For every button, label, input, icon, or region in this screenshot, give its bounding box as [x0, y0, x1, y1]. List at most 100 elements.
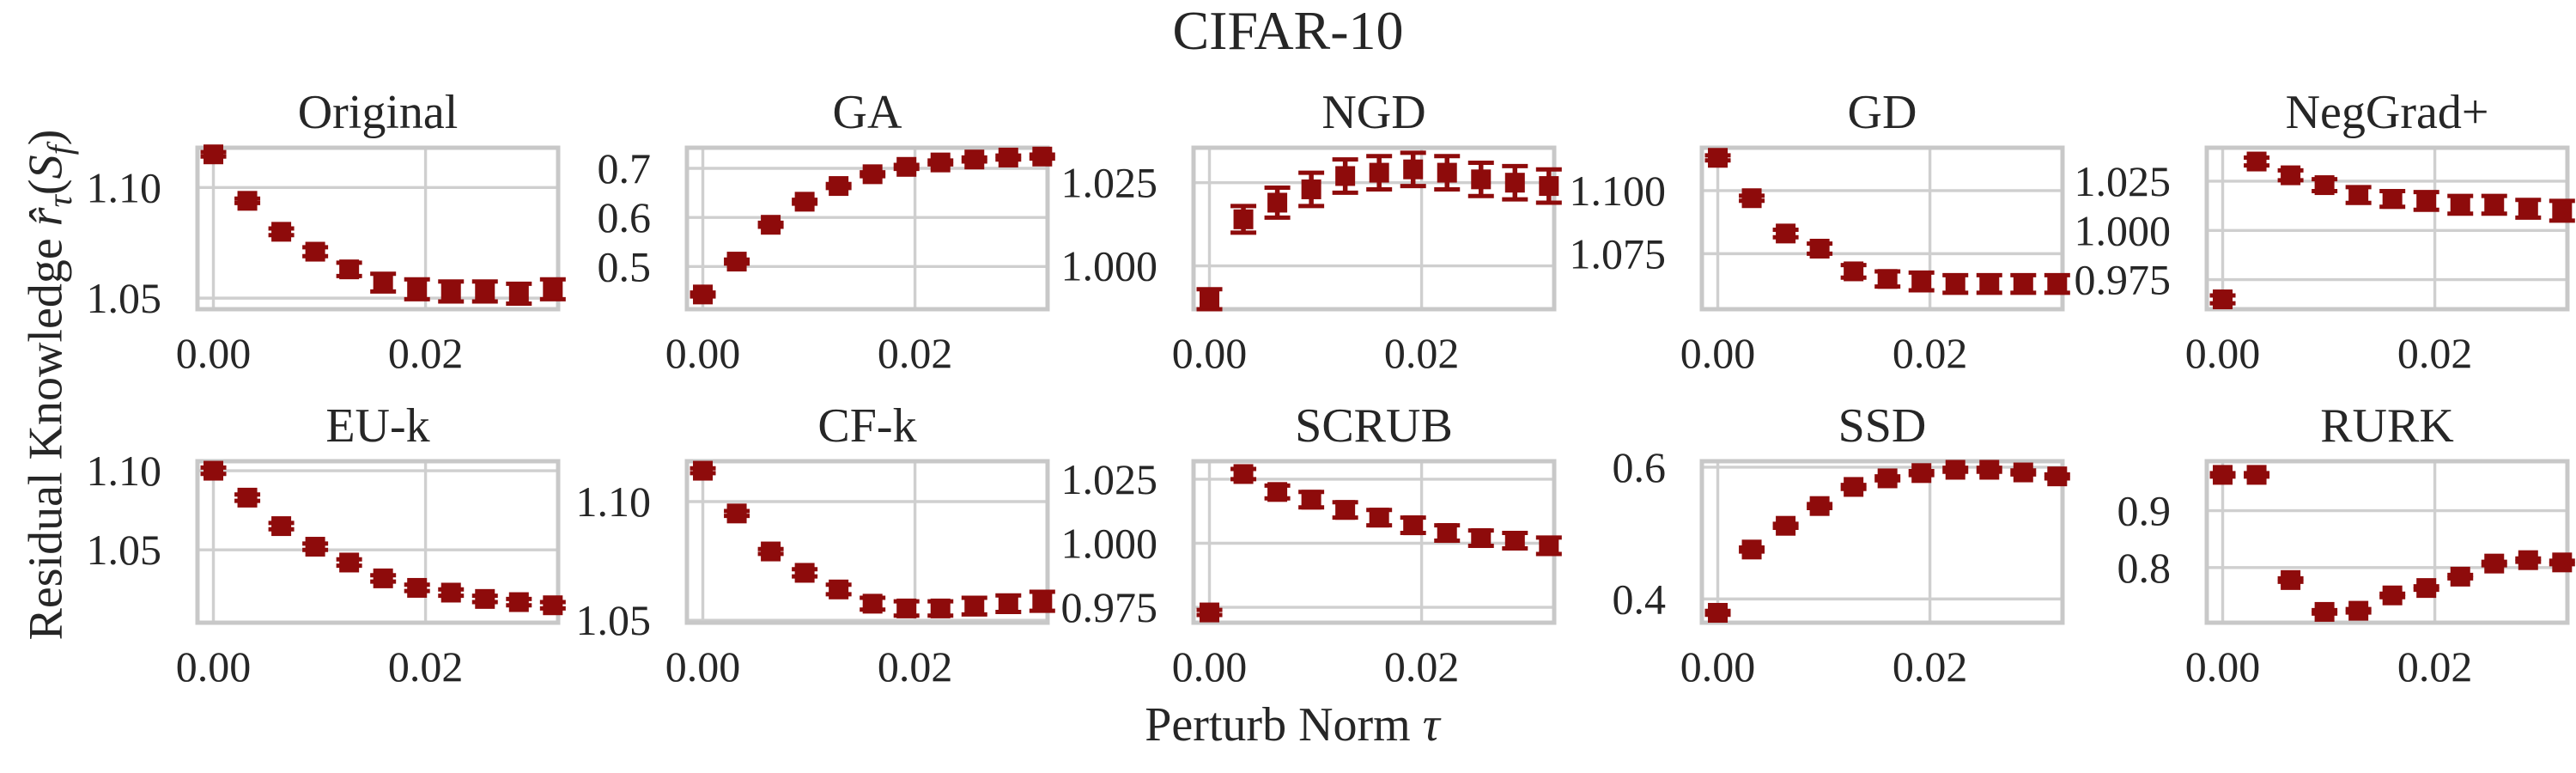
data-point — [404, 277, 430, 301]
data-point — [1502, 163, 1528, 202]
plot-border — [1191, 145, 1557, 312]
data-point-marker — [1844, 477, 1864, 497]
data-point-marker — [2518, 198, 2538, 219]
y-tick-label: 0.4 — [1613, 575, 1667, 623]
data-point-marker — [1741, 539, 1762, 560]
data-point — [1908, 270, 1935, 293]
data-point-marker — [1945, 460, 1965, 480]
data-point-marker — [1200, 289, 1220, 309]
data-point-marker — [2213, 465, 2233, 485]
data-point — [1298, 170, 1325, 209]
data-point-marker — [761, 541, 781, 562]
x-tick-label: 0.00 — [176, 642, 252, 691]
data-point — [1535, 167, 1562, 205]
data-point — [893, 156, 920, 177]
data-point — [404, 577, 430, 598]
x-tick-label: 0.00 — [665, 642, 741, 691]
y-tick-label: 0.5 — [598, 242, 652, 290]
data-point — [2277, 569, 2304, 590]
data-point — [1264, 482, 1291, 502]
figure-title: CIFAR-10 — [1172, 0, 1404, 61]
y-tick-label: 0.9 — [2117, 487, 2172, 535]
data-point-marker — [1844, 261, 1864, 282]
data-point — [1029, 146, 1055, 167]
data-point-marker — [1708, 602, 1728, 623]
subplot-title: NGD — [1321, 86, 1425, 139]
data-point-marker — [237, 191, 258, 211]
plot-border — [684, 145, 1050, 312]
data-point — [1029, 589, 1055, 613]
data-point-marker — [794, 563, 815, 583]
plot-border — [2204, 145, 2570, 312]
data-point — [302, 537, 329, 557]
data-point — [724, 252, 750, 272]
data-point-marker — [1233, 464, 1254, 484]
data-point — [370, 568, 397, 588]
subplot-title: NegGrad+ — [2286, 86, 2489, 139]
data-point — [2481, 553, 2507, 574]
data-point — [234, 487, 261, 508]
data-point-marker — [2484, 553, 2505, 574]
data-point — [1976, 272, 2002, 295]
plot-border — [1699, 459, 2065, 625]
data-point — [234, 191, 261, 211]
x-tick-label: 0.00 — [2185, 329, 2261, 377]
data-point-marker — [204, 460, 224, 481]
data-point-marker — [1032, 591, 1053, 612]
data-point-marker — [2484, 194, 2505, 215]
x-tick-label: 0.02 — [878, 642, 952, 691]
data-point-marker — [271, 222, 292, 242]
data-point — [1942, 460, 1969, 480]
y-tick-label: 1.05 — [87, 274, 162, 322]
data-point — [471, 279, 498, 304]
data-point-marker — [761, 215, 781, 235]
data-point-marker — [2382, 585, 2403, 606]
data-point-marker — [2348, 185, 2369, 205]
data-point-marker — [726, 252, 747, 272]
data-point-marker — [1504, 173, 1525, 193]
data-point-marker — [1437, 523, 1457, 544]
data-point — [757, 541, 784, 562]
subplot-title: SCRUB — [1295, 399, 1453, 453]
data-point — [268, 222, 295, 242]
subplot-eu-k-chart: EU-k 1.05 1.10 0.00 0.02 — [87, 399, 566, 691]
data-point — [268, 516, 295, 537]
data-point — [1942, 272, 1969, 295]
subplot-scrub-chart: SCRUB 0.975 1.000 1.025 0.00 0.02 — [1061, 399, 1562, 691]
data-point-marker — [2348, 600, 2369, 621]
data-point-marker — [237, 487, 258, 508]
data-point-marker — [930, 152, 951, 173]
data-point — [370, 271, 397, 294]
y-tick-label: 1.075 — [1570, 229, 1667, 277]
data-point-marker — [1877, 269, 1898, 289]
data-point-marker — [543, 279, 563, 300]
data-point-marker — [2382, 189, 2403, 210]
data-point — [2010, 462, 2037, 483]
data-point — [860, 593, 886, 614]
data-point-marker — [508, 592, 529, 612]
x-tick-label: 0.02 — [2397, 329, 2473, 377]
data-point-marker — [1200, 602, 1220, 623]
data-point — [2379, 585, 2406, 606]
data-point-marker — [271, 516, 292, 537]
data-point — [1434, 154, 1461, 192]
y-tick-label: 1.025 — [2075, 157, 2172, 205]
data-point-marker — [2314, 175, 2335, 196]
data-point — [1772, 223, 1799, 244]
y-tick-label: 1.000 — [1061, 242, 1158, 290]
data-point — [2447, 193, 2474, 216]
data-point-marker — [2518, 550, 2538, 570]
data-point — [1400, 150, 1426, 189]
x-axis-label: Perturb Norm τ — [1145, 701, 1440, 749]
plot-border — [2204, 459, 2570, 625]
x-tick-label: 0.02 — [1384, 329, 1460, 377]
data-point-marker — [2246, 465, 2267, 485]
data-point — [471, 588, 498, 609]
data-point-marker — [1945, 274, 1965, 295]
data-point — [1772, 515, 1799, 536]
data-point-marker — [896, 598, 917, 618]
y-tick-label: 1.05 — [576, 596, 652, 644]
data-point-marker — [204, 144, 224, 165]
y-tick-label: 0.6 — [598, 193, 652, 241]
